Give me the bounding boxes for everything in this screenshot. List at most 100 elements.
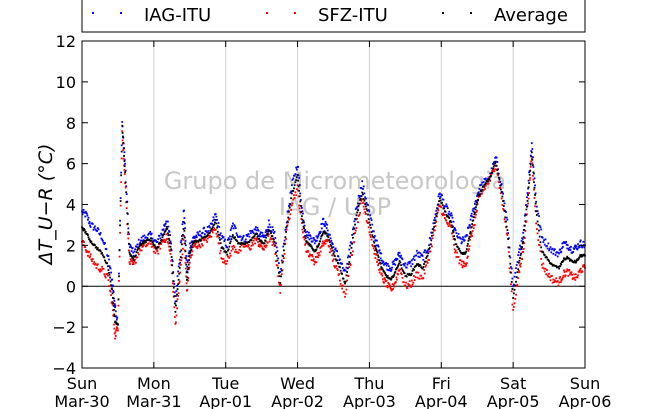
data-point — [206, 226, 209, 228]
data-point — [234, 225, 236, 228]
data-point — [494, 162, 497, 165]
data-point — [462, 260, 465, 263]
data-point — [226, 246, 229, 249]
data-point — [106, 262, 109, 265]
data-point — [528, 192, 531, 194]
data-point — [507, 238, 510, 240]
data-point — [449, 225, 452, 227]
data-point — [173, 291, 176, 294]
data-point — [347, 254, 350, 257]
data-point — [119, 231, 121, 234]
data-point — [334, 247, 337, 250]
data-point — [176, 307, 178, 310]
data-point — [408, 262, 411, 265]
data-point — [306, 236, 309, 239]
data-point — [398, 251, 401, 254]
data-point — [179, 261, 182, 264]
data-point — [114, 337, 116, 340]
data-point — [441, 214, 444, 217]
data-point — [306, 241, 309, 244]
data-point — [269, 226, 272, 229]
data-point — [390, 278, 392, 281]
data-point — [120, 144, 123, 147]
data-point — [557, 265, 560, 268]
data-point — [529, 163, 532, 166]
data-point — [89, 241, 92, 244]
data-point — [551, 263, 553, 266]
data-point — [304, 229, 307, 231]
data-point — [304, 237, 307, 239]
data-point — [199, 246, 202, 249]
data-point — [171, 282, 174, 285]
data-point — [226, 239, 229, 241]
data-point — [446, 221, 448, 224]
data-point — [445, 213, 448, 216]
data-point — [295, 194, 298, 197]
data-point — [413, 269, 415, 271]
data-point — [96, 263, 99, 266]
data-point — [471, 223, 474, 225]
data-point — [547, 275, 550, 278]
data-point — [357, 204, 360, 207]
data-point — [258, 238, 261, 240]
data-point — [178, 282, 181, 285]
data-point — [423, 251, 425, 254]
data-point — [546, 247, 549, 250]
data-point — [377, 264, 379, 267]
data-point — [82, 239, 84, 242]
data-point — [219, 232, 222, 235]
data-point — [179, 250, 182, 253]
data-point — [275, 242, 277, 245]
data-point — [150, 237, 152, 240]
data-point — [513, 302, 516, 305]
data-point — [536, 210, 539, 212]
data-point — [349, 241, 352, 243]
data-point — [182, 247, 184, 250]
data-point — [228, 245, 231, 248]
data-point — [382, 268, 384, 271]
data-point — [566, 247, 569, 250]
data-point — [87, 236, 90, 239]
data-point — [181, 237, 184, 240]
data-point — [118, 249, 121, 252]
data-point — [372, 240, 375, 243]
data-point — [362, 185, 365, 188]
data-point — [340, 285, 343, 287]
data-point — [103, 243, 106, 245]
y-tick-label: 4 — [66, 196, 76, 215]
data-point — [372, 230, 375, 233]
data-point — [169, 242, 171, 244]
data-point — [136, 243, 139, 246]
data-point — [150, 243, 152, 245]
data-point — [533, 197, 536, 199]
data-point — [127, 227, 130, 230]
data-point — [175, 300, 178, 303]
data-point — [223, 240, 226, 242]
data-point — [417, 271, 420, 274]
data-point — [505, 211, 507, 213]
data-point — [444, 210, 447, 213]
data-point — [513, 288, 516, 291]
data-point — [457, 232, 460, 235]
data-point — [285, 228, 288, 231]
data-point — [124, 181, 127, 184]
data-point — [336, 269, 339, 271]
data-point — [160, 232, 162, 235]
data-point — [349, 264, 352, 266]
data-point — [401, 276, 404, 279]
data-point — [397, 251, 400, 254]
data-point — [227, 248, 230, 251]
data-point — [449, 224, 451, 226]
data-point — [526, 196, 528, 199]
data-point — [274, 244, 277, 247]
data-point — [181, 253, 184, 256]
data-point — [83, 241, 86, 244]
data-point — [476, 193, 479, 196]
data-point — [394, 257, 397, 260]
data-point — [491, 171, 494, 174]
data-point — [575, 260, 578, 263]
data-point — [84, 215, 87, 218]
data-point — [366, 209, 369, 212]
data-point — [99, 233, 101, 236]
data-point — [447, 225, 450, 227]
